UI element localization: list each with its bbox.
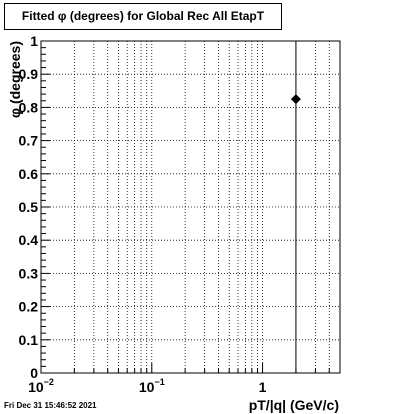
data-point (290, 94, 301, 105)
y-tick-label: 0.7 (19, 133, 39, 149)
x-tick-label: 10−1 (139, 377, 165, 395)
y-tick-label: 0.3 (19, 265, 39, 281)
x-tick-label: 1 (259, 379, 267, 395)
data-marks (290, 41, 301, 373)
y-tick-label: 0 (30, 365, 38, 381)
x-tick-label: 10−2 (28, 377, 54, 395)
grid-lines (41, 41, 340, 373)
y-tick-label: 0.4 (19, 232, 39, 248)
x-axis-title: pT/|q| (GeV/c) (249, 397, 339, 413)
y-tick-label: 0.6 (19, 166, 39, 182)
y-tick-label: 0.8 (19, 99, 39, 115)
y-axis-title: φ (degrees) (7, 41, 23, 118)
y-tick-label: 0.2 (19, 299, 39, 315)
axis-ticks (40, 40, 341, 374)
y-tick-label: 0.9 (19, 66, 39, 82)
y-tick-label: 0.1 (19, 332, 39, 348)
chart-title: Fitted φ (degrees) for Global Rec All Et… (4, 3, 282, 30)
y-tick-label: 0.5 (19, 199, 39, 215)
y-tick-label: 1 (30, 33, 38, 49)
y-tick-labels: 0 0.1 0.2 0.3 0.4 0.5 0.6 0.7 0.8 0.9 1 (19, 33, 39, 381)
x-tick-labels: 10−2 10−1 1 (28, 377, 267, 395)
plot-frame (40, 40, 341, 374)
timestamp: Fri Dec 31 15:46:52 2021 (4, 401, 97, 410)
